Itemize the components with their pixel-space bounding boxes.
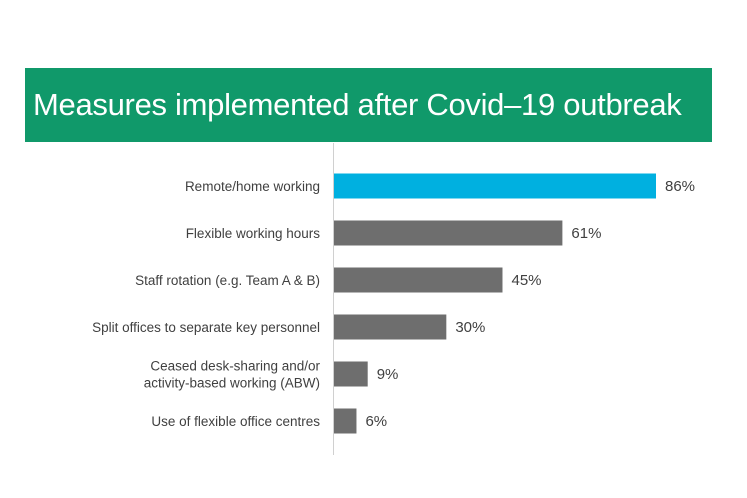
- value-label-4: 9%: [377, 366, 399, 383]
- category-label-4-line-1: activity-based working (ABW): [144, 376, 320, 391]
- bar-5: [334, 408, 357, 434]
- value-label-3: 30%: [455, 319, 485, 336]
- title-banner: Measures implemented after Covid–19 outb…: [25, 68, 712, 142]
- bars-group: 86% Remote/home working 61% Flexible workin…: [92, 173, 695, 434]
- category-label-5: Use of flexible office centres: [151, 414, 320, 429]
- value-label-1: 61%: [571, 225, 601, 242]
- bar-2: [334, 267, 503, 293]
- category-label-2: Staff rotation (e.g. Team A & B): [135, 273, 320, 288]
- bar-0: [334, 173, 656, 199]
- value-label-0: 86%: [665, 178, 695, 195]
- bar-3: [334, 314, 447, 340]
- bar-4: [334, 361, 368, 387]
- category-label-3: Split offices to separate key personnel: [92, 320, 320, 335]
- category-label-1: Flexible working hours: [186, 226, 321, 241]
- value-label-5: 6%: [365, 413, 387, 430]
- category-label-4-line-0: Ceased desk-sharing and/or: [150, 359, 320, 374]
- bar-1: [334, 220, 563, 246]
- value-label-2: 45%: [511, 272, 541, 289]
- chart-title: Measures implemented after Covid–19 outb…: [33, 87, 682, 122]
- category-label-0: Remote/home working: [185, 179, 320, 194]
